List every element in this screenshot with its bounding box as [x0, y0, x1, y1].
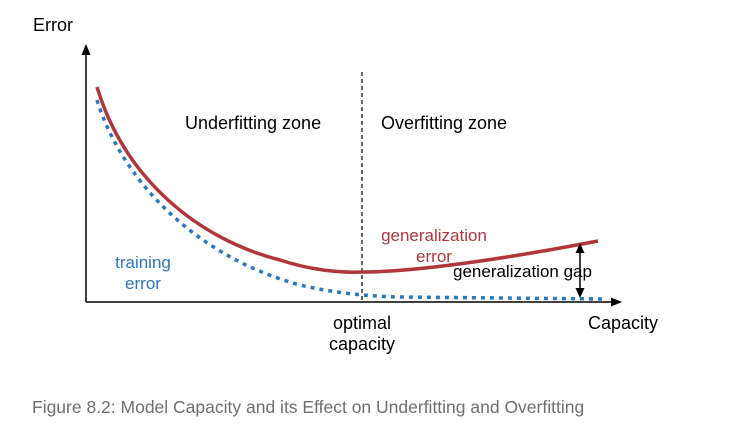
training-error-curve	[95, 99, 606, 301]
training-error-label-line2: error	[125, 274, 161, 293]
gap-arrow-down-icon	[575, 288, 585, 298]
optimal-capacity-label-line2: capacity	[329, 334, 395, 354]
underfitting-zone-label: Underfitting zone	[185, 113, 321, 133]
overfitting-zone-label: Overfitting zone	[381, 113, 507, 133]
capacity-diagram: Error Capacity Underfitting zone Overfit…	[33, 15, 658, 354]
y-axis-label: Error	[33, 15, 73, 35]
figure-caption: Figure 8.2: Model Capacity and its Effec…	[32, 397, 585, 417]
generalization-gap-label: generalization gap	[453, 262, 592, 281]
x-axis-arrow	[611, 297, 622, 307]
training-error-label-line1: training	[115, 253, 171, 272]
generalization-error-curve	[95, 86, 599, 274]
y-axis-arrow	[81, 44, 91, 55]
optimal-capacity-label-line1: optimal	[333, 313, 391, 333]
gap-arrow-up-icon	[575, 243, 585, 253]
generalization-error-label-line2: error	[416, 247, 452, 266]
x-axis-label: Capacity	[588, 313, 658, 333]
generalization-error-label-line1: generalization	[381, 226, 487, 245]
